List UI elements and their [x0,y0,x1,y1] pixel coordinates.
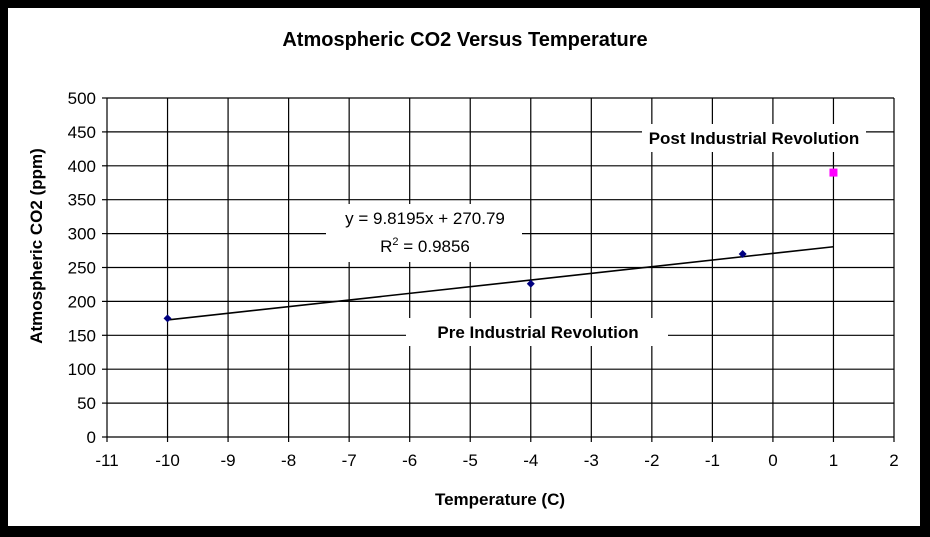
y-tick-label: 200 [68,292,96,311]
trendline-equation: y = 9.8195x + 270.79 [345,209,505,228]
y-tick-label: 0 [87,428,96,447]
x-tick-label: -1 [705,451,720,470]
y-tick-label: 500 [68,89,96,108]
data-point-diamond [526,279,535,288]
x-tick-label: -8 [281,451,296,470]
y-tick-label: 150 [68,326,96,345]
x-tick-label: 1 [829,451,838,470]
y-tick-label: 50 [77,394,96,413]
x-tick-label: 0 [768,451,777,470]
data-point-diamond [163,314,172,323]
y-tick-label: 400 [68,157,96,176]
chart-title: Atmospheric CO2 Versus Temperature [282,29,647,51]
r2-superscript: 2 [392,236,398,248]
data-points [163,168,838,323]
y-tick-label: 300 [68,225,96,244]
y-tick-label: 350 [68,191,96,210]
tick-labels: -11 -10 -9 -8 -7 -6 -5 -4 -3 -2 -1 0 1 20501001502002… [68,89,899,470]
x-tick-label: 2 [889,451,898,470]
r2-value: = 0.9856 [399,237,470,256]
x-tick-label: -9 [221,451,236,470]
chart-frame: Atmospheric CO2 Versus Temperature -11 -1… [8,8,920,526]
x-tick-label: -2 [644,451,659,470]
equation-box [326,204,522,262]
y-axis-label: Atmospheric CO2 (ppm) [27,148,46,344]
pre-industrial-label: Pre Industrial Revolution [437,323,638,342]
y-tick-label: 250 [68,259,96,278]
trendline-group [167,245,834,321]
x-tick-label: -10 [155,451,180,470]
x-tick-label: -3 [584,451,599,470]
post-industrial-label: Post Industrial Revolution [649,129,860,148]
r-squared-label: R2 = 0.9856 [380,236,470,256]
trendline [167,245,834,321]
x-tick-label: -7 [342,451,357,470]
x-axis-label: Temperature (C) [435,490,565,509]
x-tick-label: -4 [523,451,538,470]
y-tick-label: 100 [68,360,96,379]
x-tick-label: -6 [402,451,417,470]
data-point-square [829,168,838,177]
post-label-box [642,124,866,152]
pre-label-box [406,318,668,346]
x-tick-label: -5 [463,451,478,470]
r2-letter: R [380,237,392,256]
x-tick-label: -11 [95,451,118,470]
y-tick-label: 450 [68,123,96,142]
scatter-chart: Atmospheric CO2 Versus Temperature -11 -1… [27,29,899,509]
data-point-diamond [738,249,747,258]
